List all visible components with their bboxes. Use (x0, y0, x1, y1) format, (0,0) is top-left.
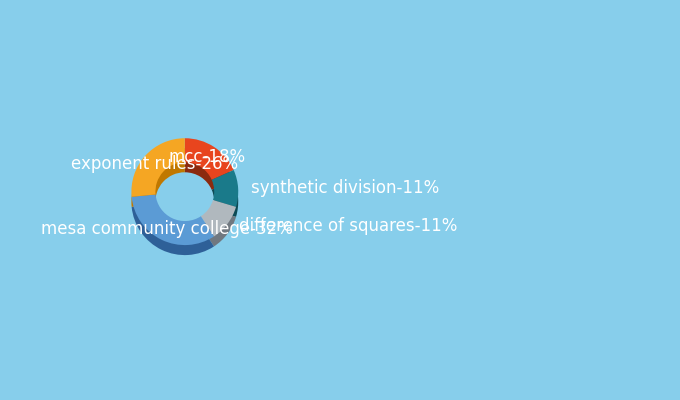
Wedge shape (185, 138, 234, 180)
Wedge shape (211, 170, 238, 207)
Wedge shape (132, 204, 214, 255)
Wedge shape (185, 148, 234, 190)
Text: difference of squares-11%: difference of squares-11% (239, 217, 458, 235)
Wedge shape (131, 148, 185, 207)
Wedge shape (211, 180, 238, 217)
Text: mcc-18%: mcc-18% (169, 148, 246, 166)
Text: mesa community college-32%: mesa community college-32% (41, 220, 293, 238)
Text: synthetic division-11%: synthetic division-11% (251, 179, 439, 197)
Wedge shape (201, 200, 236, 236)
Wedge shape (201, 210, 236, 246)
Wedge shape (131, 138, 185, 197)
Text: exponent rules-26%: exponent rules-26% (71, 155, 238, 173)
Wedge shape (132, 194, 214, 245)
